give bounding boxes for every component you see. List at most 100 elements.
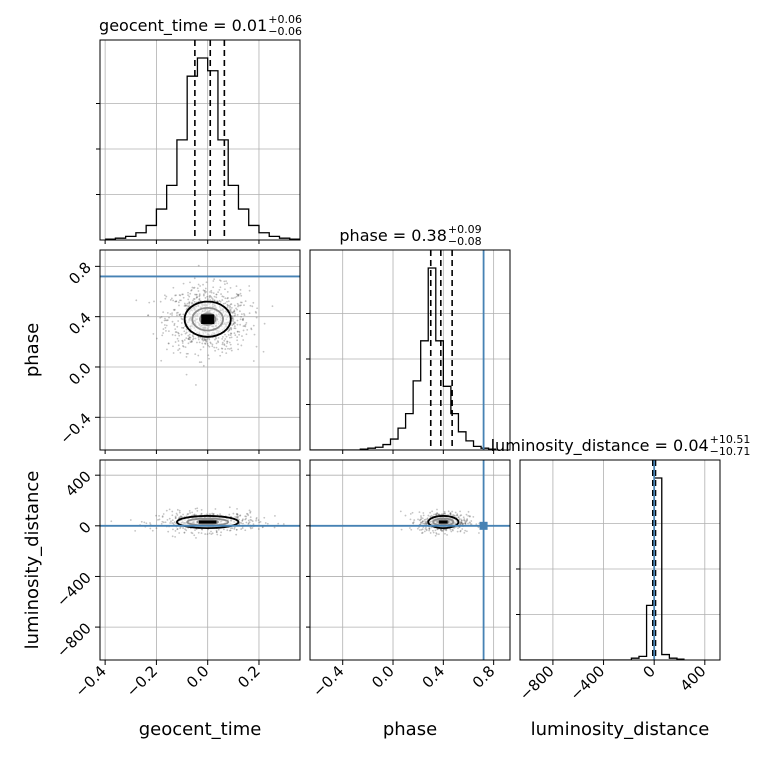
sample-point bbox=[250, 328, 253, 331]
sample-point bbox=[191, 301, 194, 304]
sample-point bbox=[229, 343, 232, 346]
sample-point bbox=[161, 520, 164, 523]
sample-point bbox=[227, 300, 230, 303]
sample-point bbox=[192, 335, 195, 338]
sample-point bbox=[162, 332, 164, 334]
sample-point bbox=[186, 302, 189, 305]
sample-point bbox=[458, 518, 461, 520]
sample-point bbox=[233, 310, 236, 313]
sample-point bbox=[230, 328, 233, 331]
sample-point bbox=[242, 325, 245, 328]
title-lower-error: −0.06 bbox=[268, 25, 302, 38]
sample-point bbox=[242, 317, 245, 320]
sample-point bbox=[459, 522, 462, 525]
sample-point bbox=[187, 291, 189, 294]
sample-point bbox=[244, 325, 247, 328]
sample-point bbox=[236, 319, 239, 322]
sample-point bbox=[208, 295, 211, 298]
sample-point bbox=[196, 341, 198, 344]
sample-point bbox=[182, 296, 185, 299]
sample-point bbox=[163, 319, 166, 322]
x-tick-label: −0.4 bbox=[309, 662, 347, 700]
sample-point bbox=[212, 292, 215, 295]
sample-point bbox=[236, 513, 239, 515]
sample-point bbox=[228, 513, 231, 516]
sample-point bbox=[253, 333, 256, 336]
y-tick-label: −400 bbox=[53, 569, 95, 611]
sample-point bbox=[215, 296, 218, 299]
sample-point bbox=[178, 294, 181, 296]
sample-point bbox=[215, 531, 218, 534]
sample-point bbox=[248, 312, 251, 315]
sample-point bbox=[165, 329, 167, 332]
sample-point bbox=[188, 302, 191, 305]
sample-point bbox=[210, 289, 213, 292]
sample-point bbox=[251, 520, 254, 523]
sample-point bbox=[201, 528, 204, 531]
sample-point bbox=[225, 352, 228, 355]
sample-point bbox=[219, 300, 222, 303]
truth-marker bbox=[479, 521, 488, 530]
sample-point bbox=[214, 336, 217, 339]
sample-point bbox=[467, 522, 469, 525]
sample-point bbox=[237, 304, 240, 307]
sample-point bbox=[470, 520, 473, 522]
sample-point bbox=[209, 294, 212, 297]
sample-point bbox=[216, 533, 219, 536]
sample-point bbox=[233, 327, 236, 330]
sample-point bbox=[213, 346, 216, 349]
x-axis-label-geocent_time: geocent_time bbox=[139, 719, 262, 740]
sample-point bbox=[189, 512, 191, 514]
sample-point bbox=[187, 305, 190, 307]
sample-point bbox=[232, 323, 235, 325]
sample-point bbox=[233, 332, 236, 335]
sample-point bbox=[204, 339, 207, 341]
sample-point bbox=[421, 531, 424, 534]
sample-point bbox=[196, 287, 199, 290]
sample-point bbox=[152, 333, 155, 335]
sample-point bbox=[454, 511, 457, 514]
sample-point bbox=[244, 518, 247, 521]
sample-point bbox=[239, 292, 242, 295]
sample-point bbox=[236, 336, 239, 338]
sample-point bbox=[188, 336, 191, 339]
sample-point bbox=[196, 296, 198, 298]
sample-point bbox=[460, 518, 463, 521]
sample-point bbox=[230, 306, 233, 309]
sample-point bbox=[240, 301, 243, 304]
x-axis-label-luminosity_distance: luminosity_distance bbox=[531, 719, 710, 740]
sample-point bbox=[423, 522, 426, 525]
sample-point bbox=[193, 514, 196, 517]
sample-point bbox=[242, 522, 244, 525]
sample-point bbox=[425, 529, 428, 532]
sample-point bbox=[436, 513, 439, 515]
histogram-phase bbox=[310, 267, 497, 450]
sample-point bbox=[210, 291, 213, 294]
sample-point bbox=[173, 309, 176, 312]
sample-point bbox=[242, 518, 244, 521]
sample-point bbox=[225, 345, 228, 348]
sample-point bbox=[230, 311, 233, 314]
sample-point bbox=[227, 334, 230, 336]
sample-point bbox=[162, 521, 165, 524]
sample-point bbox=[243, 314, 246, 317]
sample-point bbox=[221, 299, 224, 301]
sample-point bbox=[193, 286, 196, 289]
sample-point bbox=[181, 342, 184, 344]
sample-point bbox=[421, 521, 424, 523]
sample-point bbox=[457, 516, 460, 518]
sample-point bbox=[460, 519, 463, 522]
sample-point bbox=[226, 529, 229, 532]
sample-point bbox=[245, 515, 248, 518]
sample-point bbox=[252, 301, 255, 304]
sample-point bbox=[192, 338, 194, 341]
sample-point bbox=[228, 304, 231, 307]
sample-point bbox=[240, 528, 243, 530]
panel-title-luminosity_distance: luminosity_distance = 0.04 +10.51−10.71 bbox=[491, 433, 751, 458]
sample-point bbox=[249, 511, 252, 514]
sample-point bbox=[176, 337, 179, 340]
sample-point bbox=[160, 321, 163, 324]
sample-point bbox=[162, 328, 165, 330]
sample-point bbox=[196, 509, 199, 512]
sample-point bbox=[212, 298, 214, 301]
